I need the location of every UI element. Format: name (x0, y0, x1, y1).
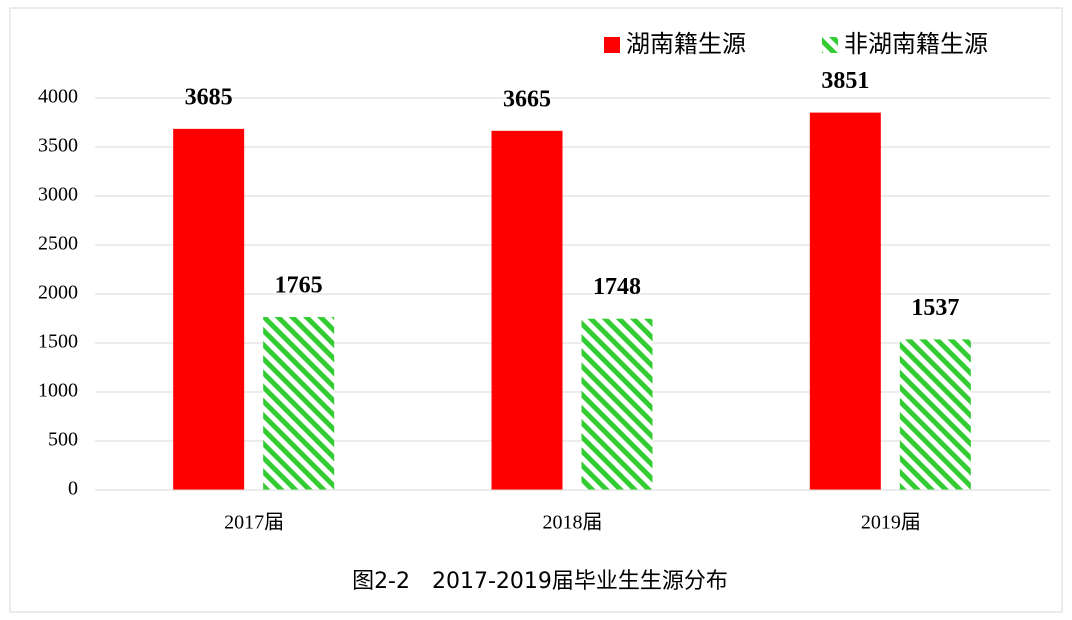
bar (899, 339, 971, 490)
bar (173, 128, 245, 490)
x-tick-label: 2019届 (861, 512, 921, 534)
value-label: 3685 (185, 84, 233, 110)
bar (491, 130, 563, 490)
x-tick-label: 2017届 (224, 512, 284, 534)
x-tick-label: 2018届 (543, 512, 603, 534)
legend-label: 湖南籍生源 (626, 30, 746, 58)
value-label: 1748 (593, 274, 641, 300)
value-label: 1537 (911, 295, 959, 321)
bar (263, 317, 335, 490)
y-tick-label: 2500 (38, 233, 78, 255)
legend-swatch (604, 37, 620, 53)
bar (809, 112, 881, 491)
legend-label: 非湖南籍生源 (844, 30, 988, 58)
y-tick-label: 0 (68, 478, 78, 500)
y-tick-label: 1500 (38, 331, 78, 353)
chart-border (9, 7, 1063, 613)
y-tick-label: 4000 (38, 86, 78, 108)
y-tick-label: 3500 (38, 135, 78, 157)
value-label: 1765 (275, 273, 323, 299)
legend-swatch (822, 37, 838, 53)
y-tick-label: 3000 (38, 184, 78, 206)
value-label: 3665 (503, 86, 551, 112)
chart-title: 图2-2 2017-2019届毕业生生源分布 (352, 569, 728, 594)
value-label: 3851 (821, 68, 869, 94)
y-tick-label: 1000 (38, 380, 78, 402)
y-tick-label: 2000 (38, 282, 78, 304)
y-tick-label: 500 (48, 429, 78, 451)
bar (581, 318, 653, 490)
